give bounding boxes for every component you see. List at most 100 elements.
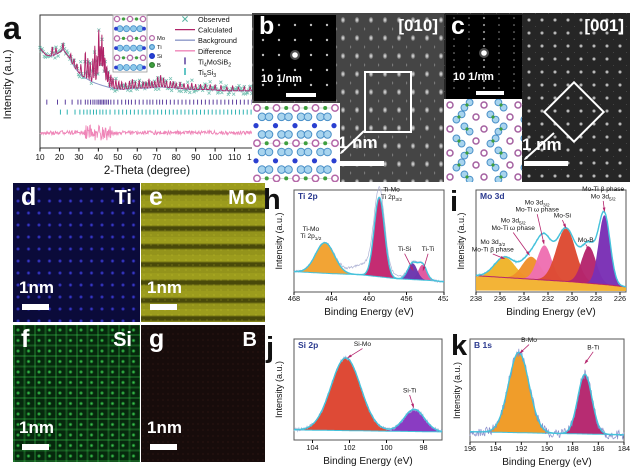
svg-text:236: 236 (494, 294, 506, 303)
fft-svg-010 (254, 15, 336, 101)
svg-text:226: 226 (614, 294, 626, 303)
svg-text:Ti: Ti (157, 45, 162, 51)
panel-letter-a: a (3, 10, 21, 46)
panel-a-xrd: a 1020304050607080901001101202-Theta (de… (0, 10, 258, 188)
svg-text:Mo-Si: Mo-Si (554, 213, 572, 220)
panel-b-haadf-010: 10 1/nm b [010] 1 nm (252, 13, 444, 182)
fft-scale-label: 10 1/nm (453, 71, 494, 83)
svg-text:B-Mo: B-Mo (521, 337, 537, 344)
svg-text:194: 194 (490, 444, 502, 453)
svg-text:232: 232 (542, 294, 554, 303)
panel-letter-d: d (21, 183, 37, 211)
svg-text:B-Ti: B-Ti (587, 344, 599, 351)
svg-text:110: 110 (228, 153, 241, 162)
xps-chart-j: 104 102 100 98 Binding Energy (eV) Intensity … (274, 338, 443, 467)
svg-text:Mo-Ti β phase: Mo-Ti β phase (472, 246, 514, 253)
svg-text:2-Theta (degree): 2-Theta (degree) (104, 165, 190, 177)
svg-text:Observed: Observed (198, 15, 230, 24)
svg-text:Si: Si (157, 54, 162, 60)
svg-text:452: 452 (438, 294, 448, 303)
svg-text:Ti4​MoSiB2​: Ti4​MoSiB2​ (198, 57, 231, 68)
svg-text:Si 2p: Si 2p (298, 340, 318, 350)
svg-text:100: 100 (208, 153, 222, 162)
svg-text:B 1s: B 1s (474, 340, 492, 350)
panel-e-eds-mo: e Mo 1nm (141, 183, 265, 322)
svg-text:50: 50 (113, 153, 123, 162)
svg-text:456: 456 (400, 294, 412, 303)
svg-text:Ti-Si: Ti-Si (398, 246, 412, 253)
svg-text:228: 228 (590, 294, 602, 303)
svg-text:Mo 3d5/2​: Mo 3d5/2​ (501, 218, 526, 227)
crystal-model-drawing (252, 103, 340, 182)
panel-g-eds-b: g B 1nm (141, 325, 265, 462)
scale-bar-label: 1nm (19, 418, 54, 437)
svg-text:Ti5​Si3​: Ti5​Si3​ (198, 68, 216, 79)
svg-text:Ti 2p: Ti 2p (298, 191, 318, 201)
scale-bar (340, 161, 384, 166)
scale-bar-label: 1 nm (338, 133, 378, 152)
scale-bar (150, 304, 177, 310)
fft-pattern (254, 15, 336, 101)
panel-letter-h: h (263, 184, 281, 216)
svg-text:30: 30 (74, 153, 84, 162)
element-label-b: B (242, 329, 257, 351)
crystal-svg-001 (444, 99, 522, 182)
unit-cell-box (364, 71, 412, 133)
element-label-si: Si (113, 329, 132, 351)
element-label-ti: Ti (114, 187, 132, 209)
svg-text:196: 196 (464, 444, 476, 453)
svg-text:468: 468 (288, 294, 300, 303)
crystal-model-drawing (444, 99, 522, 182)
xps-chart-k: 196 194 192 190 188 186 184 Binding Energy (eV)… (452, 337, 630, 468)
panel-i-xps-mo3d: 238 236 234 232 230 228 226 Binding Energy (eV)… (448, 182, 630, 322)
svg-text:98: 98 (419, 443, 427, 452)
fft-scale-bar (476, 91, 504, 95)
unit-cell-box (542, 80, 606, 144)
svg-text:Ti 2p3/2​: Ti 2p3/2​ (381, 194, 402, 203)
svg-text:238: 238 (470, 294, 482, 303)
panel-letter-f: f (21, 325, 30, 353)
fft-pattern (446, 15, 522, 99)
svg-text:460: 460 (363, 294, 375, 303)
svg-text:Mo-Ti β phase: Mo-Ti β phase (582, 186, 624, 193)
svg-text:10: 10 (35, 153, 45, 162)
svg-text:Mo: Mo (157, 36, 165, 42)
svg-text:Intensity (a.u.): Intensity (a.u.) (274, 212, 284, 269)
panel-letter-b: b (259, 13, 275, 40)
svg-text:Si-Mo: Si-Mo (354, 341, 372, 348)
svg-text:40: 40 (94, 153, 104, 162)
panel-letter-g: g (149, 325, 165, 353)
panel-letter-j: j (266, 332, 275, 364)
svg-text:188: 188 (567, 444, 579, 453)
fft-inset-010: 10 1/nm (254, 15, 336, 101)
panel-f-eds-si: f Si 1nm (13, 325, 140, 462)
scale-bar (22, 444, 49, 450)
svg-text:B: B (157, 63, 161, 69)
svg-text:100: 100 (380, 443, 392, 452)
svg-text:Ti-Mo: Ti-Mo (383, 187, 400, 194)
svg-text:Mo 3d5/2​: Mo 3d5/2​ (591, 193, 616, 202)
svg-text:184: 184 (618, 444, 630, 453)
panel-d-eds-ti: d Ti 1nm (13, 183, 140, 322)
svg-text:464: 464 (325, 294, 337, 303)
svg-text:Mo-Ti ω phase: Mo-Ti ω phase (516, 207, 560, 214)
panel-c-haadf-001: 10 1/nm c [001] 1 nm (444, 13, 630, 182)
svg-text:186: 186 (592, 444, 604, 453)
svg-text:Intensity (a.u.): Intensity (a.u.) (2, 50, 14, 120)
svg-text:Ti-Mo: Ti-Mo (303, 226, 320, 233)
scale-bar (524, 161, 568, 166)
svg-text:Ti-Ti: Ti-Ti (422, 246, 435, 253)
svg-text:70: 70 (152, 153, 162, 162)
svg-text:Background: Background (198, 36, 237, 45)
svg-text:Intensity (a.u.): Intensity (a.u.) (452, 362, 462, 419)
svg-text:Binding Energy (eV): Binding Energy (eV) (506, 307, 596, 318)
scale-bar (22, 304, 49, 310)
svg-text:Binding Energy (eV): Binding Energy (eV) (324, 307, 414, 318)
scale-bar-label: 1nm (147, 278, 182, 297)
element-label-mo: Mo (228, 187, 257, 209)
scale-bar-label: 1nm (19, 278, 54, 297)
scale-bar (150, 444, 177, 450)
svg-text:Binding Energy (eV): Binding Energy (eV) (502, 457, 592, 468)
svg-text:Mo-B: Mo-B (578, 237, 594, 244)
